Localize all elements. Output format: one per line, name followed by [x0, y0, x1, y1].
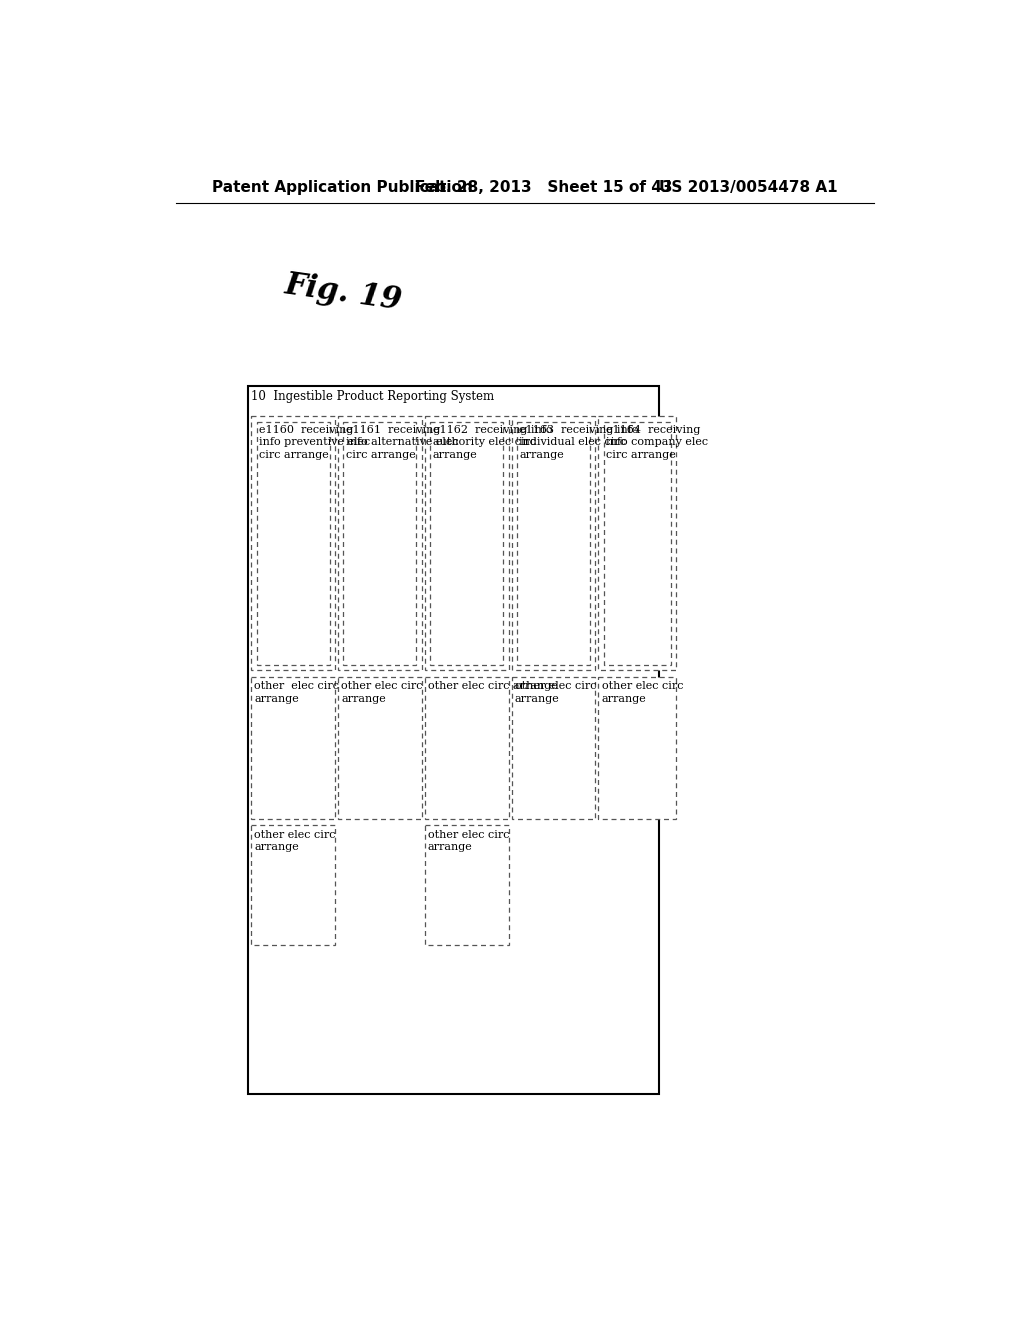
Bar: [598, 677, 676, 818]
Bar: [251, 416, 335, 671]
Text: other elec circ
arrange: other elec circ arrange: [515, 681, 596, 704]
Text: other elec circ
arrange: other elec circ arrange: [428, 830, 509, 853]
Bar: [251, 677, 335, 818]
Bar: [517, 422, 590, 665]
Text: e1160  receiving
info preventive elec
circ arrange: e1160 receiving info preventive elec cir…: [259, 425, 371, 459]
Bar: [425, 677, 509, 818]
Text: Patent Application Publication: Patent Application Publication: [212, 180, 472, 195]
Text: other elec circ
arrange: other elec circ arrange: [601, 681, 683, 704]
Bar: [512, 416, 595, 671]
Text: other elec circ arrange: other elec circ arrange: [428, 681, 558, 692]
Bar: [338, 677, 422, 818]
Text: e1162  receiving info
authority elec circ
arrange: e1162 receiving info authority elec circ…: [432, 425, 552, 459]
Bar: [598, 416, 676, 671]
Bar: [604, 422, 671, 665]
Bar: [343, 422, 417, 665]
Text: e1161  receiving
info alternative elec
circ arrange: e1161 receiving info alternative elec ci…: [346, 425, 459, 459]
Text: Fig. 19: Fig. 19: [283, 269, 404, 317]
Bar: [425, 416, 509, 671]
Bar: [512, 677, 595, 818]
Bar: [338, 416, 422, 671]
Text: other elec circ
arrange: other elec circ arrange: [341, 681, 423, 704]
Text: 10  Ingestible Product Reporting System: 10 Ingestible Product Reporting System: [251, 389, 495, 403]
Text: e1163  receiving info
individual elec circ
arrange: e1163 receiving info individual elec cir…: [519, 425, 639, 459]
Text: other elec circ
arrange: other elec circ arrange: [254, 830, 336, 853]
Text: US 2013/0054478 A1: US 2013/0054478 A1: [659, 180, 838, 195]
Bar: [248, 385, 658, 1094]
Bar: [257, 422, 330, 665]
Text: Feb. 28, 2013   Sheet 15 of 43: Feb. 28, 2013 Sheet 15 of 43: [415, 180, 672, 195]
Bar: [425, 825, 509, 945]
Text: e1164  receiving
info company elec
circ arrange: e1164 receiving info company elec circ a…: [606, 425, 709, 459]
Bar: [251, 825, 335, 945]
Text: other  elec circ
arrange: other elec circ arrange: [254, 681, 339, 704]
Bar: [430, 422, 503, 665]
